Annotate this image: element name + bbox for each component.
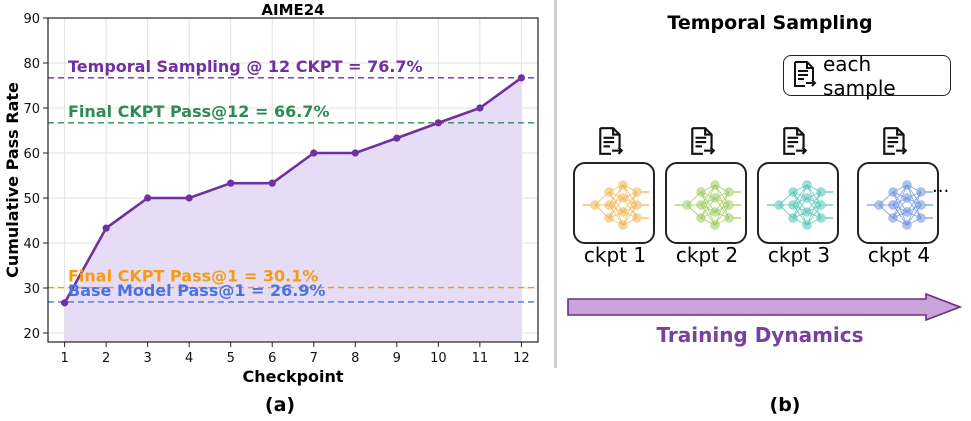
chart-title: AIME24 (261, 1, 324, 19)
axes (43, 17, 539, 347)
data-point (351, 149, 359, 157)
plot-frame (47, 17, 539, 343)
y-tick-label: 40 (23, 237, 40, 252)
reference-line-label: Base Model Pass@1 = 26.9% (68, 281, 326, 300)
ellipsis: ... (932, 176, 950, 197)
data-point (476, 104, 484, 112)
x-tick-label: 4 (185, 351, 193, 366)
y-tick-label: 50 (23, 192, 40, 207)
checkpoint-label: ckpt 3 (767, 243, 831, 267)
document-arrow-icon (792, 60, 818, 92)
x-tick-label: 11 (472, 351, 489, 366)
data-point (517, 74, 525, 82)
data-point (310, 149, 318, 157)
x-tick-label: 6 (268, 351, 276, 366)
training-dynamics-arrow (567, 293, 962, 321)
legend-box: each sample (783, 52, 951, 100)
data-point (393, 134, 401, 142)
neural-network-icon (673, 170, 743, 244)
reference-line-label: Final CKPT Pass@1 = 30.1% (68, 267, 318, 286)
model-box (857, 162, 939, 244)
model-box (573, 162, 655, 244)
y-axis-label: Cumulative Pass Rate (3, 82, 22, 278)
document-arrow-icon (781, 126, 809, 160)
x-tick-label: 12 (513, 351, 530, 366)
neural-network-icon (581, 170, 651, 244)
data-point (227, 179, 235, 187)
chart-labels: Temporal Sampling @ 12 CKPT = 76.7% Final… (3, 1, 530, 386)
legend-label: each sample (823, 51, 896, 100)
data-point (434, 119, 442, 127)
series-line (63, 76, 523, 304)
temporal-sampling-title: Temporal Sampling (667, 12, 873, 34)
y-tick-label: 70 (23, 102, 40, 117)
panel-divider (554, 0, 557, 368)
data-point (268, 179, 276, 187)
data-point (144, 194, 152, 202)
y-tick-label: 60 (23, 147, 40, 162)
x-tick-label: 7 (310, 351, 318, 366)
reference-line-label: Temporal Sampling @ 12 CKPT = 76.7% (68, 57, 423, 76)
x-tick-label: 5 (227, 351, 235, 366)
training-dynamics-label: Training Dynamics (656, 323, 864, 347)
document-arrow-icon (881, 126, 909, 160)
reference-lines (48, 77, 538, 303)
x-tick-label: 10 (430, 351, 447, 366)
x-tick-label: 1 (60, 351, 68, 366)
checkpoint-label: ckpt 2 (675, 243, 739, 267)
cumulative-pass-rate-chart: Temporal Sampling @ 12 CKPT = 76.7% Final… (3, 1, 539, 386)
neural-network-icon (865, 170, 935, 244)
x-tick-label: 3 (144, 351, 152, 366)
data-point (102, 224, 110, 232)
series-line (61, 74, 525, 307)
reference-line-label: Final CKPT Pass@12 = 66.7% (68, 102, 329, 121)
checkpoint-label: ckpt 4 (867, 243, 931, 267)
y-tick-label: 80 (23, 57, 40, 72)
y-tick-label: 30 (23, 282, 40, 297)
y-tick-label: 20 (23, 327, 40, 342)
panel-a-label: (a) (264, 394, 296, 416)
y-tick-label: 90 (23, 12, 40, 27)
series-area (64, 77, 522, 342)
document-arrow-icon (597, 126, 625, 160)
document-arrow-icon (689, 126, 717, 160)
model-box (665, 162, 747, 244)
neural-network-icon (765, 170, 835, 244)
x-tick-label: 9 (393, 351, 401, 366)
data-point (61, 299, 69, 307)
x-tick-label: 8 (351, 351, 359, 366)
data-point (185, 194, 193, 202)
x-axis-label: Checkpoint (242, 367, 343, 386)
checkpoint-label: ckpt 1 (583, 243, 647, 267)
x-tick-label: 2 (102, 351, 110, 366)
model-box (757, 162, 839, 244)
panel-b-label: (b) (769, 394, 801, 416)
area-fill (64, 77, 522, 342)
